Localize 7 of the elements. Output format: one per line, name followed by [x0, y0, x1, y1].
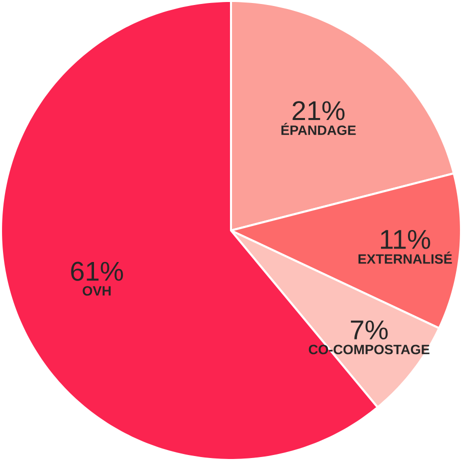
data-label: 7%: [350, 320, 388, 340]
slice-label: ÉPANDAGE: [281, 122, 356, 136]
data-label: 11%: [380, 230, 430, 249]
data-label: 21%: [292, 101, 345, 120]
slice-label: EXTERNALISÉ: [358, 252, 452, 264]
data-label: 61%: [71, 262, 123, 281]
slice-label: OVH: [82, 286, 111, 296]
